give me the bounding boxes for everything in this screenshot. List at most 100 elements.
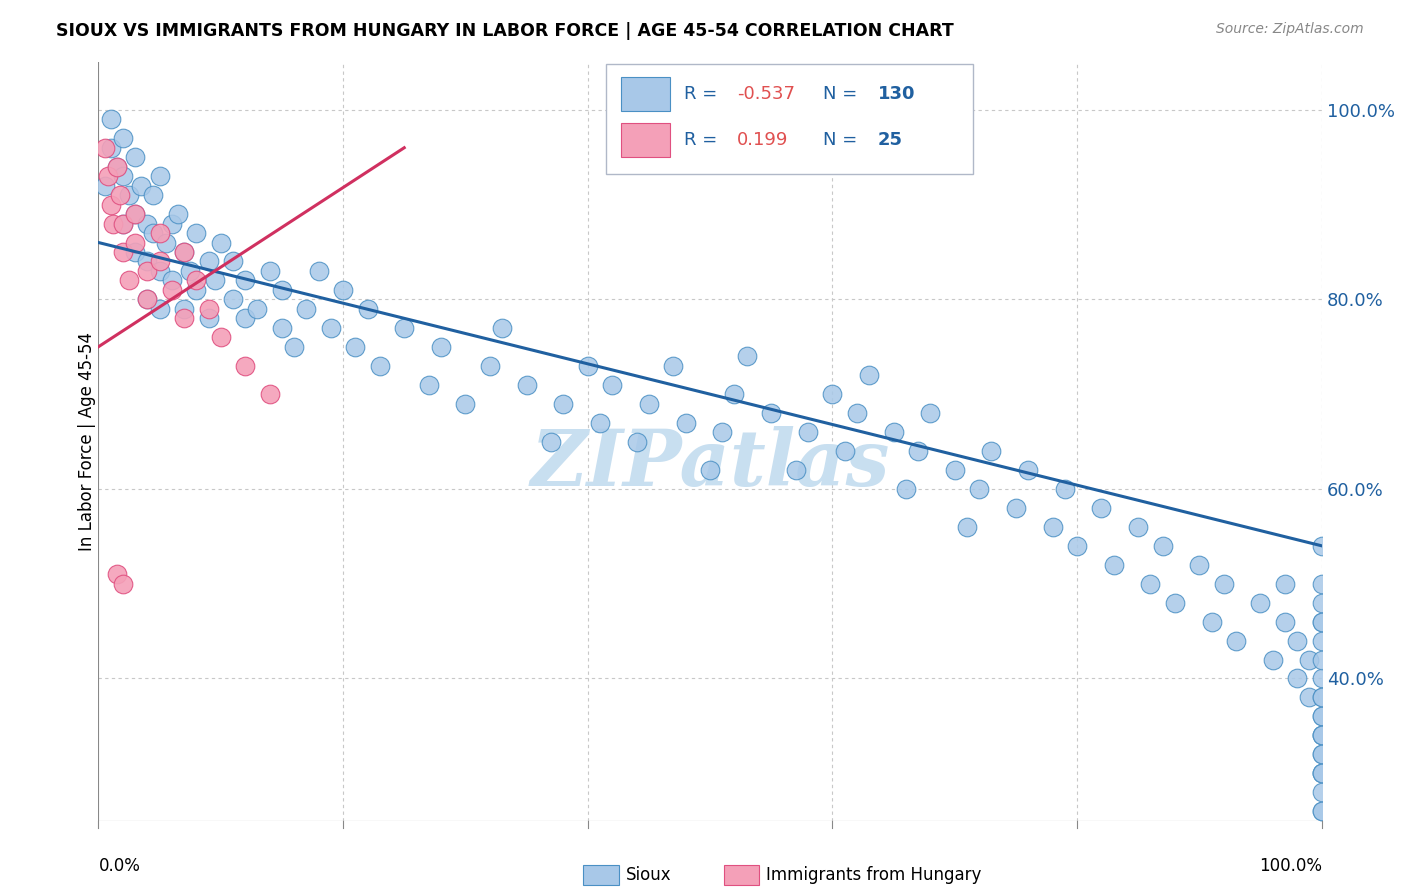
Point [222,254,245,268]
Point [160,273,183,287]
Point [142,188,165,202]
Point [1004,500,1026,515]
Point [308,264,330,278]
Y-axis label: In Labor Force | Age 45-54: In Labor Force | Age 45-54 [79,332,96,551]
Point [1274,576,1296,591]
FancyBboxPatch shape [620,78,669,112]
Point [491,320,513,334]
Point [209,330,232,344]
Point [821,387,844,401]
Point [1310,766,1333,780]
Point [332,283,354,297]
Point [1212,576,1234,591]
Point [1152,539,1174,553]
Point [980,444,1002,458]
Point [270,283,294,297]
Point [111,576,134,591]
Point [1310,747,1333,762]
Point [259,264,281,278]
Point [173,311,195,326]
Point [186,273,208,287]
Point [723,387,745,401]
Point [1249,596,1271,610]
Point [136,264,159,278]
Point [785,463,807,477]
FancyBboxPatch shape [606,64,973,174]
Text: N =: N = [823,86,856,103]
Point [167,207,190,221]
Text: Source: ZipAtlas.com: Source: ZipAtlas.com [1216,22,1364,37]
Point [1310,615,1333,629]
Point [173,244,195,259]
Point [197,301,219,316]
Point [430,340,453,354]
Point [1310,690,1333,705]
Point [124,235,146,250]
Point [1310,672,1333,686]
Point [173,301,195,316]
Point [100,141,122,155]
Point [118,273,141,287]
Point [1128,520,1150,534]
Point [1310,728,1333,742]
Point [797,425,820,439]
Point [160,283,183,297]
Point [186,283,208,297]
Point [858,368,880,383]
Point [197,311,219,326]
Point [1042,520,1064,534]
Point [222,293,245,307]
Text: SIOUX VS IMMIGRANTS FROM HUNGARY IN LABOR FORCE | AGE 45-54 CORRELATION CHART: SIOUX VS IMMIGRANTS FROM HUNGARY IN LABO… [56,22,955,40]
Point [907,444,929,458]
Point [136,217,159,231]
Point [1017,463,1039,477]
Point [1310,615,1333,629]
Point [675,416,697,430]
Point [142,226,165,240]
Point [136,293,159,307]
Point [111,169,134,184]
Text: -0.537: -0.537 [737,86,794,103]
Point [1310,576,1333,591]
Point [136,293,159,307]
Point [197,254,219,268]
Point [1310,709,1333,723]
Point [1310,728,1333,742]
Point [233,273,256,287]
Point [576,359,599,373]
Point [233,311,256,326]
Text: ZIPatlas: ZIPatlas [530,426,890,502]
Point [1310,804,1333,818]
Text: 130: 130 [877,86,915,103]
Point [160,217,183,231]
Point [967,482,990,496]
Point [97,169,120,184]
Point [179,264,201,278]
Point [93,141,115,155]
Point [149,254,172,268]
Point [100,197,122,211]
Point [1310,539,1333,553]
Point [920,406,942,420]
Point [735,349,758,363]
Text: 0.0%: 0.0% [98,857,141,875]
Point [1310,596,1333,610]
Point [124,207,146,221]
Text: R =: R = [685,86,723,103]
Point [553,396,575,410]
Point [105,160,128,174]
Point [101,217,124,231]
Text: 0.199: 0.199 [737,131,789,149]
Point [356,301,378,316]
Point [1188,558,1211,572]
Point [136,254,159,268]
Point [186,226,208,240]
Point [155,235,177,250]
Point [662,359,685,373]
Point [600,377,623,392]
Point [454,396,477,410]
Point [111,244,134,259]
Point [110,188,132,202]
Point [956,520,979,534]
Point [515,377,537,392]
